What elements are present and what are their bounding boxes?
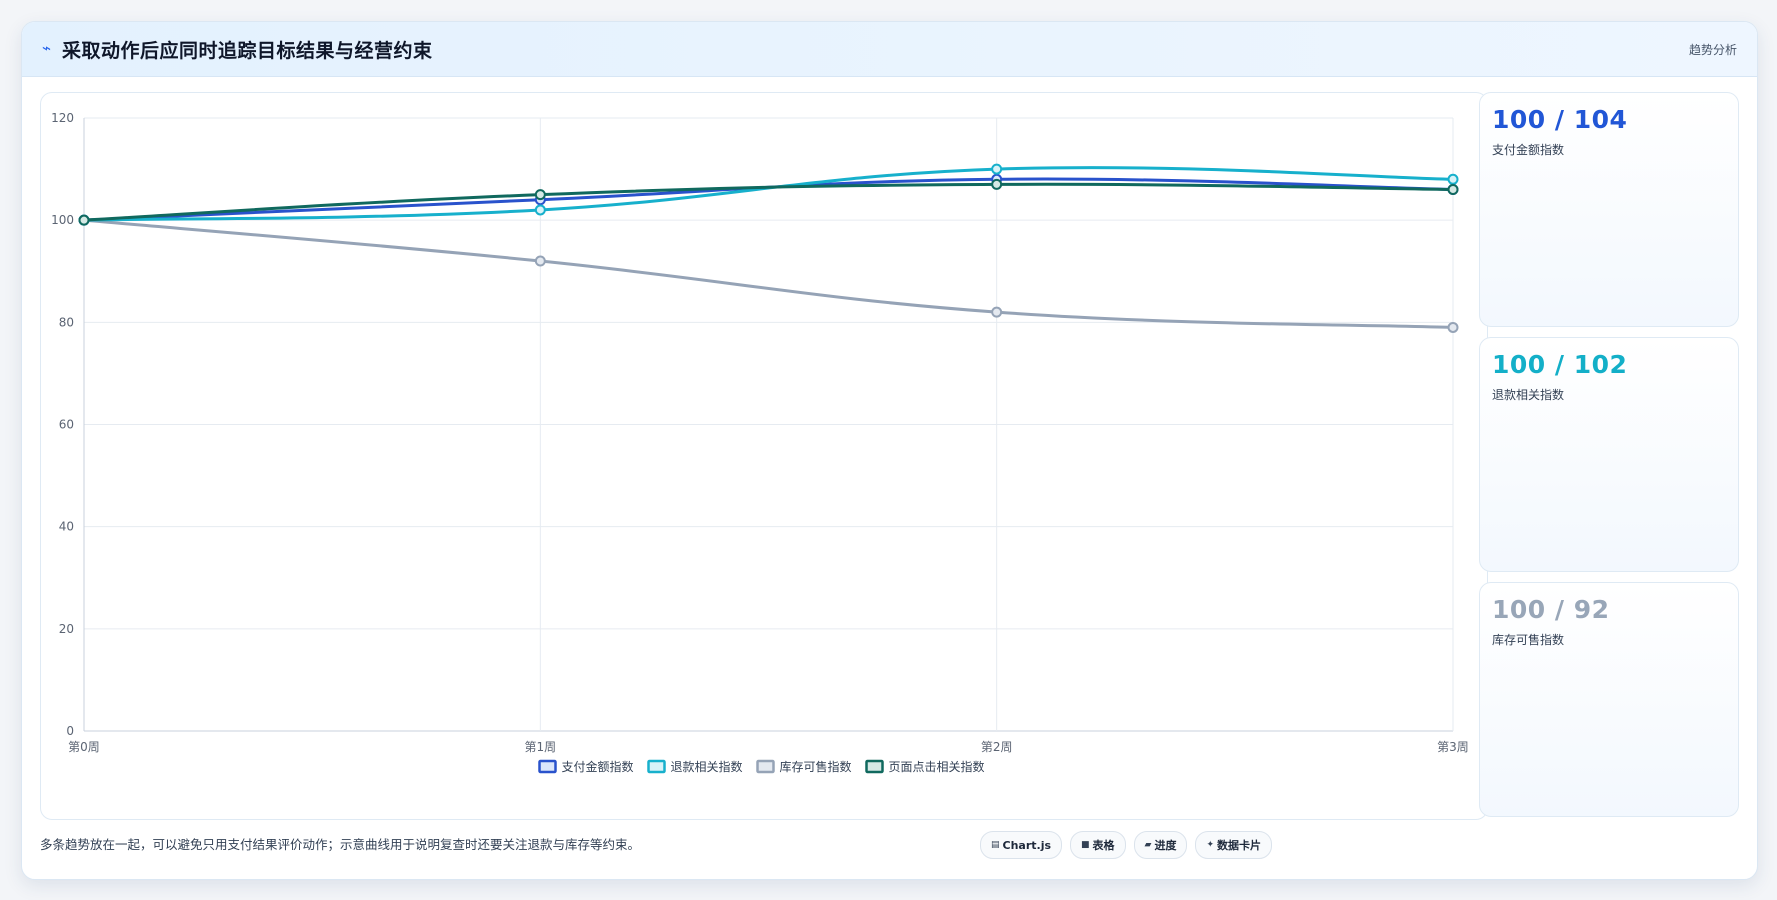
data-point xyxy=(534,189,546,201)
kpi-value: 100 / 102 xyxy=(1492,350,1628,379)
trend-analysis-link[interactable]: 趋势分析 xyxy=(1688,43,1737,57)
legend-swatch xyxy=(538,759,557,774)
data-point xyxy=(534,255,546,267)
progress-icon: ▰ xyxy=(1144,840,1152,850)
kpi-label: 支付金额指数 xyxy=(1492,143,1565,157)
y-tick-label: 0 xyxy=(66,724,74,738)
y-tick-label: 120 xyxy=(51,111,74,125)
chip-label: Chart.js xyxy=(1002,838,1052,852)
chip-label: 数据卡片 xyxy=(1217,839,1262,852)
x-tick-label: 第3周 xyxy=(1437,740,1469,754)
kpi-value: 100 / 92 xyxy=(1492,595,1610,624)
legend-label: 退款相关指数 xyxy=(671,759,743,774)
sparkle-icon: ✦ xyxy=(1206,840,1215,850)
view-chips: ▤ Chart.js ■ 表格 ▰ 进度 ✦ 数据卡片 xyxy=(980,831,1273,859)
data-point xyxy=(1447,321,1459,333)
y-tick-label: 60 xyxy=(59,418,74,432)
x-tick-label: 第2周 xyxy=(981,740,1013,754)
y-tick-label: 100 xyxy=(51,213,74,227)
kpi-label: 退款相关指数 xyxy=(1492,388,1565,402)
panel-header: ⌁ 采取动作后应同时追踪目标结果与经营约束 趋势分析 xyxy=(22,22,1757,77)
legend-swatch xyxy=(865,759,884,774)
kpi-card-refund: 100 / 102 退款相关指数 xyxy=(1479,337,1739,572)
y-tick-label: 80 xyxy=(59,315,74,329)
series-line xyxy=(82,182,1455,222)
data-point xyxy=(991,306,1003,318)
x-tick-label: 第0周 xyxy=(68,740,100,754)
chart-card: 0 20 40 60 80 100 120 第0周 第1周 第2周 第3周支付金额指数 退款相关指数 库… xyxy=(40,92,1488,820)
x-tick-label: 第1周 xyxy=(525,740,557,754)
data-point xyxy=(991,163,1003,175)
data-point xyxy=(1447,173,1459,185)
series-line xyxy=(82,218,1455,329)
data-point xyxy=(1447,184,1459,196)
pulse-icon: ⌁ xyxy=(42,39,52,57)
kpi-value: 100 / 104 xyxy=(1492,105,1628,134)
y-tick-label: 20 xyxy=(59,622,74,636)
legend-label: 支付金额指数 xyxy=(562,759,634,774)
kpi-card-inventory: 100 / 92 库存可售指数 xyxy=(1479,582,1739,817)
kpi-label: 库存可售指数 xyxy=(1492,633,1565,647)
kpi-card-payment: 100 / 104 支付金额指数 xyxy=(1479,92,1739,327)
data-point xyxy=(534,204,546,216)
page-title: 采取动作后应同时追踪目标结果与经营约束 xyxy=(62,40,433,62)
data-point xyxy=(991,178,1003,190)
chip-label: 表格 xyxy=(1092,839,1115,852)
chip-table[interactable]: ■ 表格 xyxy=(1070,831,1126,859)
data-point xyxy=(78,214,90,226)
chip-progress[interactable]: ▰ 进度 xyxy=(1133,831,1188,859)
footer-note: 多条趋势放在一起，可以避免只用支付结果评价动作；示意曲线用于说明复查时还要关注退… xyxy=(40,837,641,852)
trend-panel: ⌁ 采取动作后应同时追踪目标结果与经营约束 趋势分析 0 20 40 60 80 100 1… xyxy=(21,21,1758,880)
y-tick-label: 40 xyxy=(59,520,74,534)
legend-label: 库存可售指数 xyxy=(780,759,852,774)
legend-swatch xyxy=(756,759,775,774)
chip-data-card[interactable]: ✦ 数据卡片 xyxy=(1195,831,1273,859)
legend-label: 页面点击相关指数 xyxy=(889,759,985,774)
legend-swatch xyxy=(647,759,666,774)
chip-label: 进度 xyxy=(1154,839,1177,852)
chart-icon: ▤ xyxy=(991,840,1000,850)
table-icon: ■ xyxy=(1081,840,1090,850)
chip-chartjs[interactable]: ▤ Chart.js xyxy=(980,831,1063,859)
